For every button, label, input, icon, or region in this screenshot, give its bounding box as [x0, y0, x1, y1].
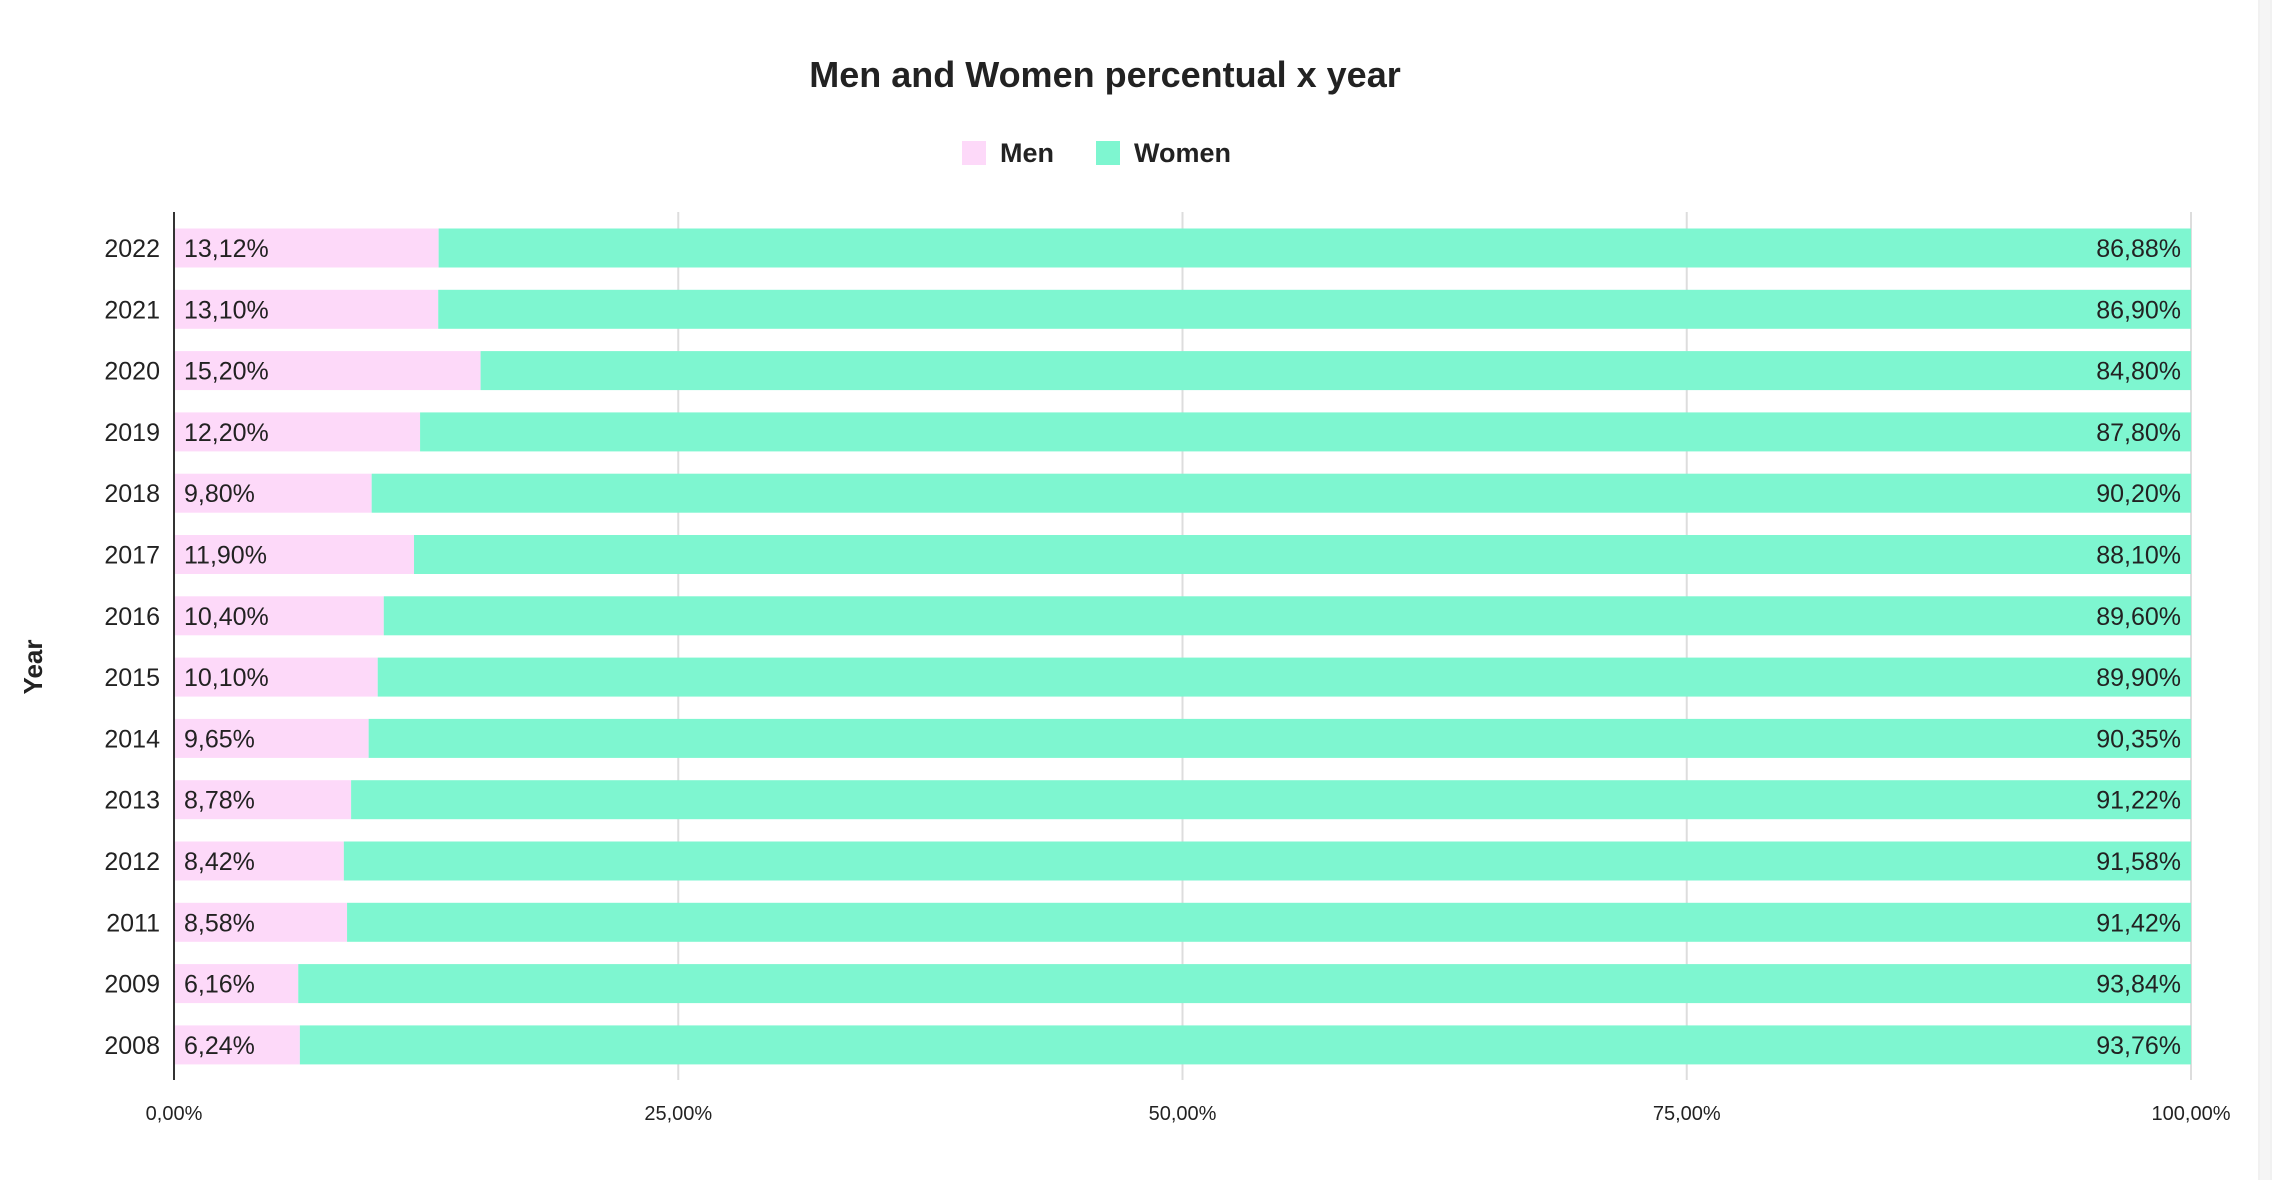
- bar-men-2020: [174, 351, 481, 391]
- x-tick-label: 100,00%: [2152, 1103, 2231, 1125]
- bar-women-2016: [383, 596, 2191, 636]
- data-label-men: 13,10%: [184, 296, 269, 324]
- bar-women-2008: [299, 1025, 2191, 1065]
- x-tick-label: 75,00%: [1653, 1103, 1721, 1125]
- data-label-men: 9,80%: [184, 480, 255, 508]
- bar-women-2018: [371, 473, 2191, 513]
- data-label-women: 86,90%: [2096, 296, 2181, 324]
- bars: [174, 228, 2192, 1065]
- legend-swatch-women: [1096, 141, 1120, 165]
- bar-men-2009: [174, 964, 299, 1004]
- y-tick-label: 2022: [104, 235, 160, 263]
- y-tick-label: 2020: [104, 358, 160, 386]
- data-label-women: 89,60%: [2096, 603, 2181, 631]
- data-label-women: 89,90%: [2096, 664, 2181, 692]
- data-label-men: 10,40%: [184, 603, 269, 631]
- bar-women-2013: [351, 780, 2192, 820]
- bar-women-2022: [438, 228, 2192, 268]
- y-tick-label: 2009: [104, 971, 160, 999]
- data-label-women: 87,80%: [2096, 419, 2181, 447]
- bar-men-2021: [174, 289, 439, 329]
- y-tick-label: 2017: [104, 542, 160, 570]
- gridlines: [677, 212, 2192, 1080]
- data-label-men: 15,20%: [184, 358, 269, 386]
- data-label-men: 8,78%: [184, 787, 255, 815]
- bar-men-2018: [174, 473, 372, 513]
- data-label-men: 6,24%: [184, 1032, 255, 1060]
- data-label-men: 10,10%: [184, 664, 269, 692]
- y-tick-label: 2015: [104, 664, 160, 692]
- bar-women-2012: [343, 841, 2191, 881]
- bar-women-2017: [414, 535, 2192, 574]
- bar-women-2015: [377, 657, 2191, 697]
- y-tick-label: 2021: [104, 296, 160, 324]
- x-tick-label: 25,00%: [644, 1103, 712, 1125]
- x-tick-label: 50,00%: [1149, 1103, 1217, 1125]
- data-label-women: 93,76%: [2096, 1032, 2181, 1060]
- bar-men-2012: [174, 841, 344, 881]
- bar-women-2021: [438, 289, 2191, 329]
- y-tick-label: 2008: [104, 1032, 160, 1060]
- bar-women-2019: [420, 412, 2192, 452]
- data-label-women: 90,20%: [2096, 480, 2181, 508]
- bar-men-2019: [174, 412, 421, 452]
- bar-men-2015: [174, 657, 378, 697]
- bar-men-2013: [174, 780, 352, 820]
- data-label-women: 91,42%: [2096, 909, 2181, 937]
- y-tick-label: 2018: [104, 480, 160, 508]
- data-label-men: 12,20%: [184, 419, 269, 447]
- data-label-women: 84,80%: [2096, 358, 2181, 386]
- data-label-men: 6,16%: [184, 971, 255, 999]
- bar-men-2008: [174, 1025, 300, 1065]
- data-label-women: 86,88%: [2096, 235, 2181, 263]
- bar-men-2017: [174, 535, 415, 574]
- axes: 0,00% 25,00% 50,00% 75,00% 100,00% 2022 2021 20…: [104, 212, 2231, 1125]
- y-tick-label: 2014: [104, 725, 160, 753]
- data-label-women: 91,22%: [2096, 787, 2181, 815]
- legend: Men Women: [962, 138, 1231, 168]
- data-label-men: 9,65%: [184, 725, 255, 753]
- data-label-women: 93,84%: [2096, 971, 2181, 999]
- bar-women-2014: [368, 718, 2191, 758]
- data-label-men: 8,42%: [184, 848, 255, 876]
- bar-women-2011: [347, 902, 2191, 942]
- y-tick-label: 2019: [104, 419, 160, 447]
- y-tick-label: 2011: [106, 909, 160, 937]
- vertical-scrollbar[interactable]: [2258, 0, 2272, 1180]
- chart-title: Men and Women percentual x year: [809, 54, 1401, 95]
- y-tick-label: 2013: [104, 787, 160, 815]
- data-label-women: 88,10%: [2096, 542, 2181, 570]
- legend-swatch-men: [962, 141, 986, 165]
- bar-women-2009: [298, 964, 2191, 1004]
- data-labels: 13,12% 86,88% 13,10% 86,90% 15,20% 84,80% 12,2…: [184, 235, 2181, 1060]
- data-label-men: 13,12%: [184, 235, 269, 263]
- bar-men-2011: [174, 902, 348, 942]
- data-label-women: 90,35%: [2096, 725, 2181, 753]
- bar-men-2016: [174, 596, 384, 636]
- y-tick-label: 2012: [104, 848, 160, 876]
- y-tick-label: 2016: [104, 603, 160, 631]
- x-tick-label: 0,00%: [146, 1103, 203, 1125]
- legend-label-women: Women: [1134, 138, 1231, 168]
- bar-men-2022: [174, 228, 439, 268]
- y-axis-title: Year: [18, 640, 48, 695]
- scrollbar-thumb[interactable]: [2260, 0, 2270, 1180]
- data-label-men: 11,90%: [184, 542, 267, 570]
- bar-women-2020: [480, 351, 2192, 391]
- legend-label-men: Men: [1000, 138, 1054, 168]
- data-label-men: 8,58%: [184, 909, 255, 937]
- bar-men-2014: [174, 718, 369, 758]
- data-label-women: 91,58%: [2096, 848, 2181, 876]
